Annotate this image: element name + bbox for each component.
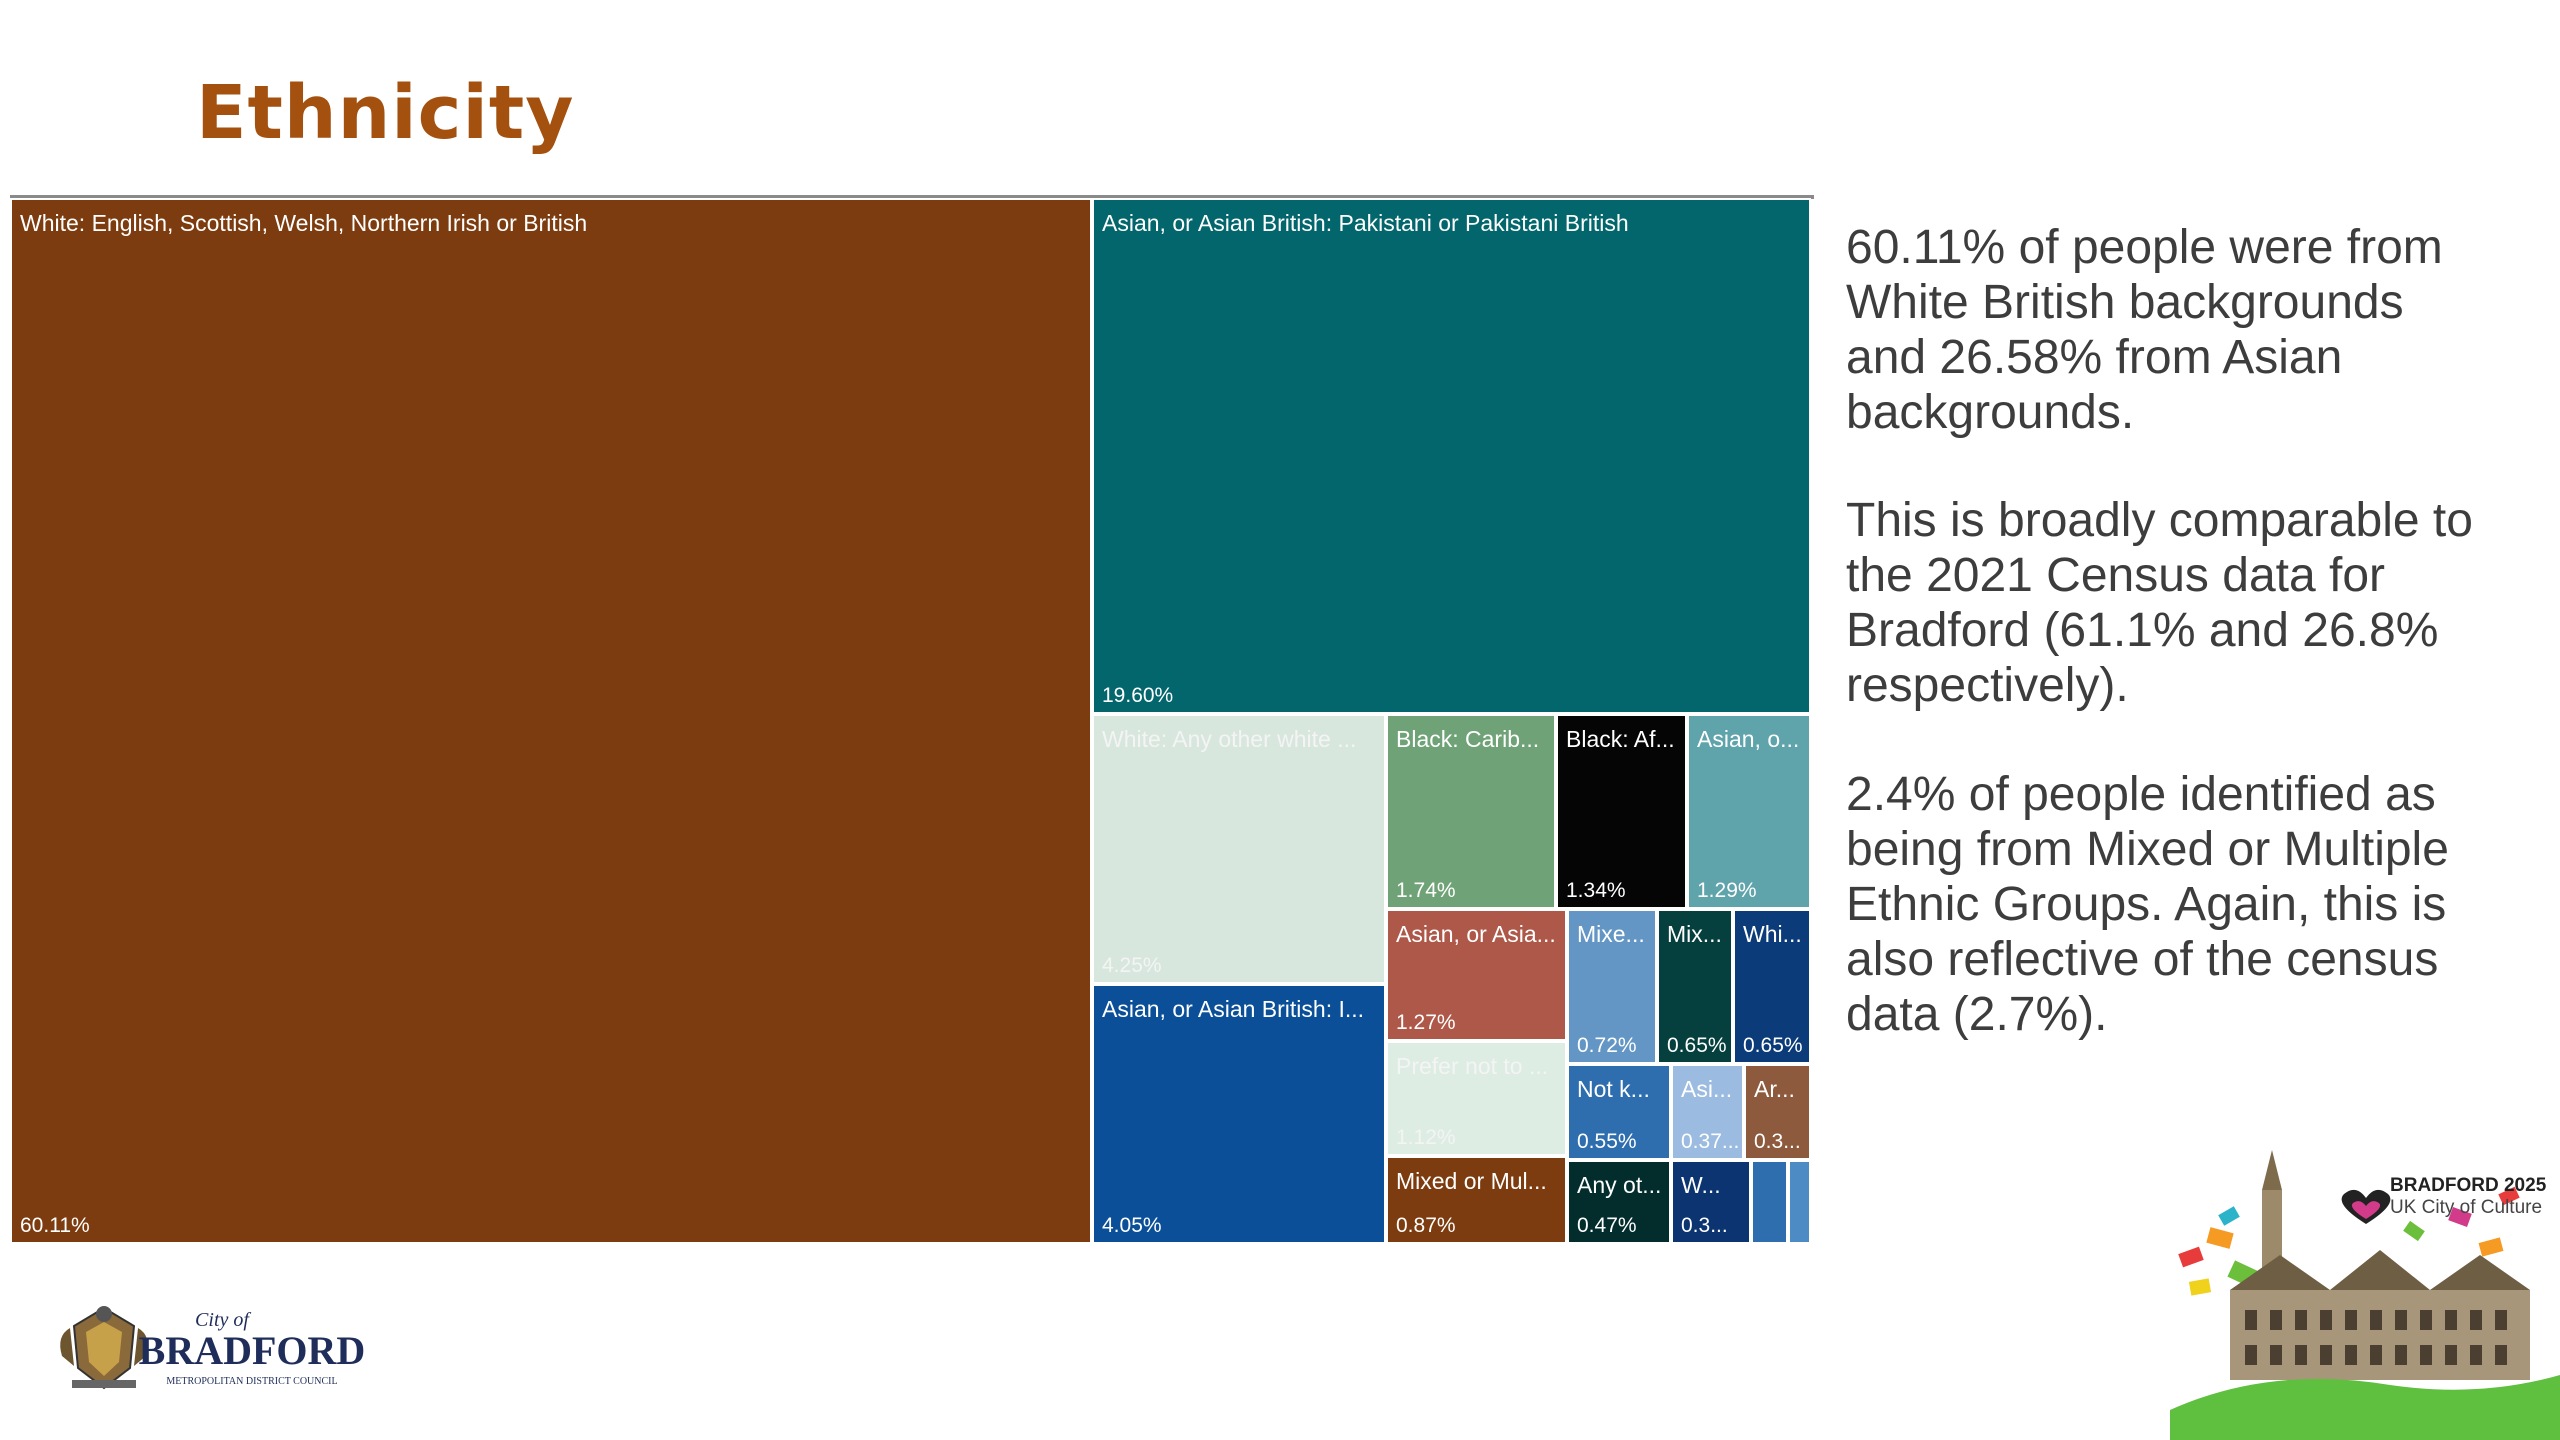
treemap-tile-value: 4.25% <box>1102 954 1162 977</box>
page-title: Ethnicity <box>196 70 575 156</box>
treemap-tile-label: Asian, o... <box>1697 726 1800 752</box>
treemap-tile-label: Mix... <box>1667 921 1722 947</box>
bradford-2025-illustration <box>2170 1150 2560 1440</box>
treemap-tile-label: Not k... <box>1577 1076 1650 1102</box>
treemap-tile[interactable]: Prefer not to ... 1.12% <box>1386 1041 1567 1156</box>
treemap-tile-label: Black: Af... <box>1566 726 1675 752</box>
treemap-tile-label: White: English, Scottish, Welsh, Norther… <box>20 210 588 236</box>
treemap-tile-value: 1.74% <box>1396 879 1456 902</box>
treemap-tile-label: Ar... <box>1754 1076 1795 1102</box>
treemap-tile[interactable]: Mixed or Mul... 0.87% <box>1386 1156 1567 1244</box>
treemap-tile-value: 1.34% <box>1566 879 1626 902</box>
treemap-tile-value: 1.12% <box>1396 1126 1456 1149</box>
treemap-tile[interactable]: Asi... 0.37... <box>1671 1064 1744 1160</box>
treemap-tile[interactable]: Ar... 0.3... <box>1744 1064 1811 1160</box>
bradford-council-logo: City of BRADFORD METROPOLITAN DISTRICT C… <box>60 1306 366 1390</box>
bradford-2025-text: BRADFORD 2025 UK City of Culture <box>2390 1175 2546 1219</box>
treemap-tile-label: Prefer not to ... <box>1396 1053 1549 1079</box>
treemap-tile-label: Asian, or Asia... <box>1396 921 1556 947</box>
logo-council: METROPOLITAN DISTRICT COUNCIL <box>166 1376 337 1387</box>
treemap-tile-value: 0.3... <box>1754 1130 1801 1153</box>
treemap-tile-value: 0.47% <box>1577 1214 1637 1237</box>
treemap-tile-value: 0.65% <box>1743 1034 1803 1057</box>
logo-bradford: BRADFORD <box>139 1328 366 1373</box>
treemap-tile-value: 19.60% <box>1102 684 1174 707</box>
description-paragraph-1: 60.11% of people were from White British… <box>1846 221 2443 439</box>
treemap-tile-value: 1.27% <box>1396 1011 1456 1034</box>
bradford-2025-title: BRADFORD 2025 <box>2390 1175 2547 1196</box>
description-paragraph-2: This is broadly comparable to the 2021 C… <box>1846 494 2473 712</box>
treemap-tile-label: Asi... <box>1681 1076 1733 1102</box>
treemap-tile-label: Mixe... <box>1577 921 1645 947</box>
treemap-tile-value: 4.05% <box>1102 1214 1162 1237</box>
treemap-tile-value: 0.3... <box>1681 1214 1728 1237</box>
treemap-tile-label: W... <box>1681 1172 1721 1198</box>
treemap-tile-label: Whi... <box>1743 921 1802 947</box>
treemap-tile[interactable]: Black: Af... 1.34% <box>1556 714 1687 909</box>
treemap-tile[interactable]: Mix... 0.65% <box>1657 909 1733 1064</box>
treemap-tile[interactable]: Asian, or Asian British: I... 4.05% <box>1092 984 1386 1244</box>
treemap-tile[interactable] <box>1751 1160 1788 1244</box>
logo-city-of: City of <box>195 1309 251 1331</box>
treemap-tile[interactable]: Black: Carib... 1.74% <box>1386 714 1556 909</box>
description-paragraph-3: 2.4% of people identified as being from … <box>1846 768 2449 1041</box>
treemap-tile[interactable]: W... 0.3... <box>1671 1160 1751 1244</box>
colorful-mosaic-icon <box>2178 1186 2520 1296</box>
treemap-tile-label: Mixed or Mul... <box>1396 1168 1547 1194</box>
green-hill-icon <box>2170 1375 2560 1440</box>
bradford-2025-subtitle: UK City of Culture <box>2390 1197 2543 1218</box>
city-hall-building-icon <box>2230 1150 2530 1380</box>
treemap-tile-value: 60.11% <box>20 1214 90 1237</box>
treemap-tile-value: 0.87% <box>1396 1214 1456 1237</box>
treemap-tile[interactable]: White: English, Scottish, Welsh, Norther… <box>10 198 1092 1244</box>
treemap-tile-label: White: Any other white ... <box>1102 726 1357 752</box>
treemap-tile-value: 0.37... <box>1681 1130 1740 1153</box>
coat-of-arms-icon <box>60 1306 148 1390</box>
divider <box>10 195 1814 199</box>
treemap-tile[interactable]: White: Any other white ... 4.25% <box>1092 714 1386 984</box>
treemap-tile-label: Any ot... <box>1577 1172 1662 1198</box>
treemap-tile-label: Asian, or Asian British: Pakistani or Pa… <box>1102 210 1629 236</box>
treemap-tile-value: 1.29% <box>1697 879 1757 902</box>
treemap-tile[interactable]: Not k... 0.55% <box>1567 1064 1671 1160</box>
treemap-tile-label: Black: Carib... <box>1396 726 1540 752</box>
treemap-tile[interactable]: Whi... 0.65% <box>1733 909 1811 1064</box>
treemap-tile-label: Asian, or Asian British: I... <box>1102 996 1365 1022</box>
treemap-tile[interactable]: Mixe... 0.72% <box>1567 909 1657 1064</box>
treemap-tile[interactable]: Any ot... 0.47% <box>1567 1160 1671 1244</box>
bradford-2025-heart-icon <box>2341 1189 2391 1224</box>
treemap-tile[interactable]: Asian, or Asia... 1.27% <box>1386 909 1567 1041</box>
treemap-tile[interactable]: Asian, o... 1.29% <box>1687 714 1811 909</box>
treemap-tile-value: 0.65% <box>1667 1034 1727 1057</box>
treemap-tile[interactable] <box>1788 1160 1811 1244</box>
treemap-tile-value: 0.55% <box>1577 1130 1637 1153</box>
treemap-tile-value: 0.72% <box>1577 1034 1637 1057</box>
ethnicity-treemap: White: English, Scottish, Welsh, Norther… <box>10 198 1811 1244</box>
treemap-tile[interactable]: Asian, or Asian British: Pakistani or Pa… <box>1092 198 1811 714</box>
